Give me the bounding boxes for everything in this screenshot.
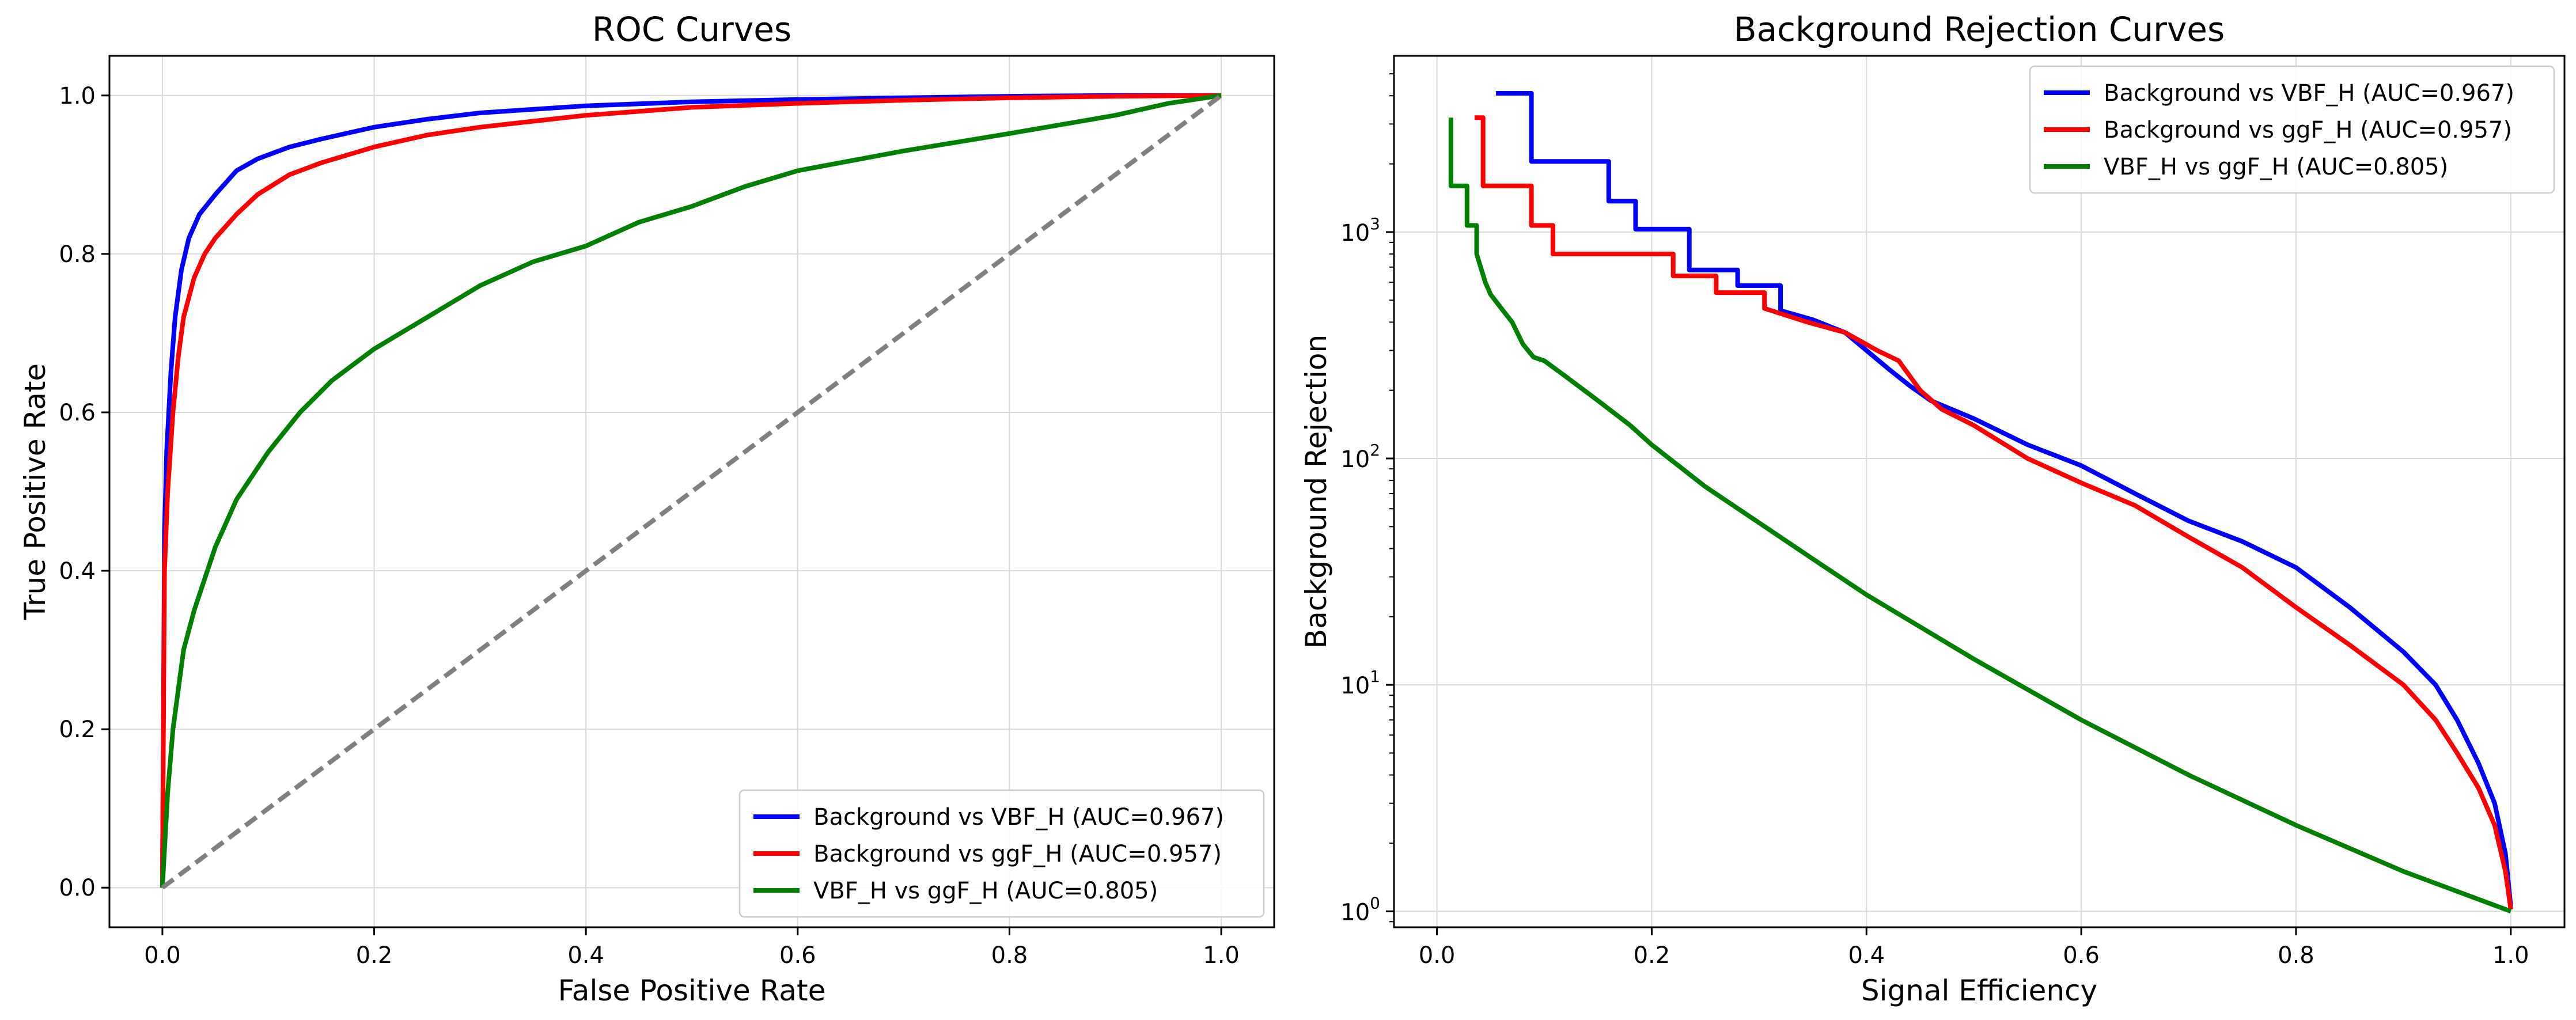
legend: Background vs VBF_H (AUC=0.967) Backgroun… — [2029, 65, 2555, 194]
chart-title: Background Rejection Curves — [1734, 10, 2225, 49]
y-tick-label: 102 — [1340, 441, 1380, 473]
y-tick-exponent: 3 — [1370, 214, 1380, 233]
y-tick-label: 0.6 — [59, 400, 96, 426]
y-tick-label: 103 — [1340, 214, 1380, 247]
y-tick-label: 101 — [1340, 667, 1380, 699]
x-tick-label: 0.6 — [2063, 942, 2100, 969]
y-tick-base: 10 — [1340, 673, 1370, 699]
grid-lines — [1394, 56, 2564, 927]
y-axis-label: Background Rejection — [1300, 335, 1333, 649]
legend-box — [738, 789, 1265, 918]
legend-entry: VBF_H vs ggF_H (AUC=0.805) — [813, 878, 1158, 904]
y-axis-label: True Positive Rate — [18, 363, 52, 620]
background-rejection-panel: 0.0 0.2 0.4 0.6 0.8 1.0100101102103Background… — [1300, 10, 2566, 1007]
legend-entry: Background vs VBF_H (AUC=0.967) — [2104, 80, 2514, 107]
y-tick-base: 10 — [1340, 446, 1370, 473]
legend-entry: VBF_H vs ggF_H (AUC=0.805) — [2104, 154, 2448, 180]
legend-box — [2029, 65, 2555, 194]
y-tick-base: 10 — [1340, 220, 1370, 247]
series-line-2 — [1448, 117, 2512, 914]
x-tick-label: 0.0 — [144, 942, 181, 969]
x-tick-label: 0.0 — [1419, 942, 1456, 969]
series-line-1 — [160, 93, 1222, 888]
y-tick-exponent: 2 — [1370, 441, 1380, 460]
y-tick-exponent: 0 — [1370, 893, 1380, 912]
series-group — [160, 93, 1223, 890]
x-tick-label: 0.4 — [567, 942, 604, 969]
legend-entry: Background vs ggF_H (AUC=0.957) — [813, 841, 1222, 867]
series-line-0 — [160, 93, 1222, 888]
x-axis-label: False Positive Rate — [558, 974, 826, 1007]
y-tick-label: 0.8 — [59, 241, 96, 268]
x-tick-label: 0.8 — [991, 942, 1028, 969]
axes-frame — [1393, 55, 2566, 928]
x-tick-label: 1.0 — [2492, 942, 2529, 969]
x-tick-label: 0.2 — [356, 942, 393, 969]
x-tick-label: 0.8 — [2278, 942, 2314, 969]
y-tick-label: 1.0 — [59, 83, 96, 109]
y-tick-exponent: 1 — [1370, 667, 1380, 686]
y-tick-base: 10 — [1340, 899, 1370, 926]
diagonal-reference-line — [161, 93, 1223, 890]
chart-title: ROC Curves — [592, 10, 791, 49]
x-tick-label: 0.2 — [1634, 942, 1670, 969]
y-tick-label: 0.0 — [59, 875, 96, 901]
series-line-2 — [160, 93, 1222, 888]
x-tick-label: 0.6 — [779, 942, 816, 969]
x-axis-label: Signal Efficiency — [1861, 974, 2097, 1007]
legend-entry: Background vs VBF_H (AUC=0.967) — [813, 804, 1224, 831]
grid-lines — [109, 56, 1274, 927]
y-tick-label: 100 — [1340, 893, 1380, 926]
axes-frame — [108, 55, 1275, 928]
x-tick-label: 0.4 — [1848, 942, 1885, 969]
legend-entry: Background vs ggF_H (AUC=0.957) — [2104, 117, 2512, 143]
y-tick-label: 0.2 — [59, 716, 96, 743]
y-tick-label: 0.4 — [59, 558, 96, 585]
series-group — [1448, 91, 2513, 914]
x-tick-label: 1.0 — [1203, 942, 1240, 969]
roc-curves-panel: 0.0 0.2 0.4 0.6 0.8 1.0 0.0 0.2 0.4 0.6 0.8 1.0 ROC … — [18, 10, 1275, 1007]
series-line-1 — [1474, 115, 2513, 910]
legend: Background vs VBF_H (AUC=0.967) Backgroun… — [738, 789, 1265, 918]
series-line-0 — [1496, 91, 2513, 907]
